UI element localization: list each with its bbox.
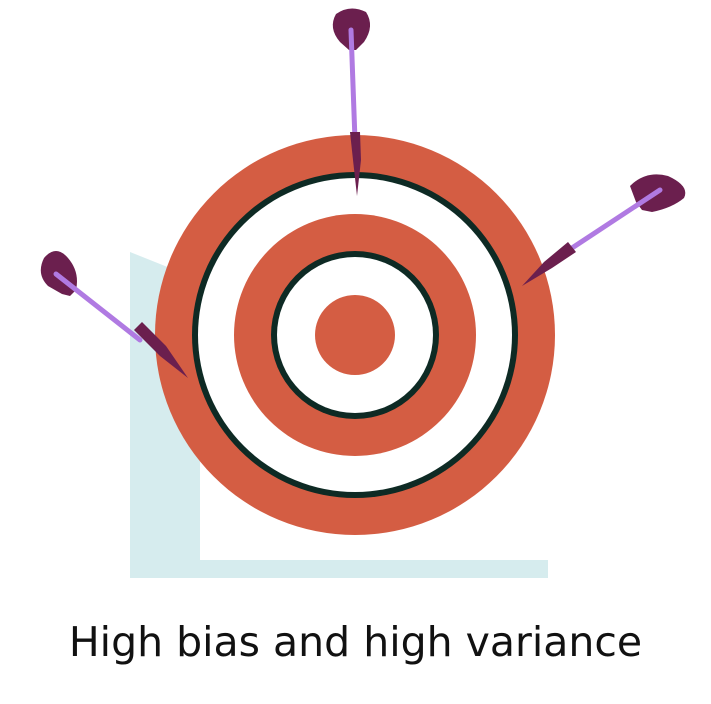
dart-shaft (348, 27, 358, 143)
target-bullseye (315, 295, 395, 375)
dart-icon (40, 251, 188, 378)
dart-tip (522, 242, 576, 286)
dart-icon (522, 174, 686, 286)
dart-tip (350, 132, 361, 196)
dart-shaft (53, 271, 143, 343)
diagram-caption: High bias and high variance (68, 618, 643, 666)
bullseye-target-icon (155, 135, 555, 535)
dart-tip (134, 322, 188, 378)
dart-shaft (569, 187, 663, 251)
dart-icon (332, 8, 371, 196)
